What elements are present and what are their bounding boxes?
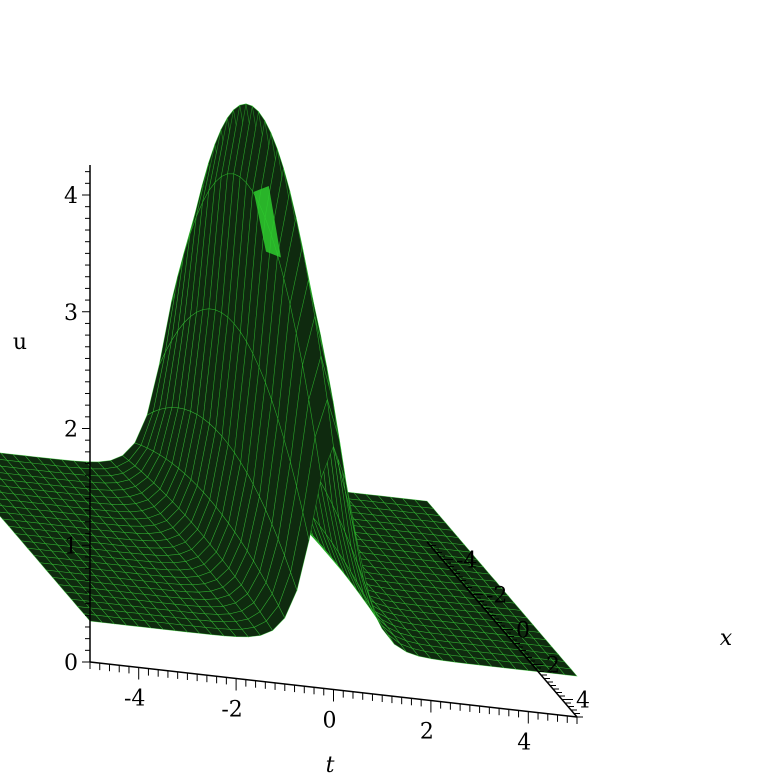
surface-patch — [557, 667, 578, 677]
t-axis-label: t — [326, 753, 335, 773]
surface-layer — [0, 103, 578, 677]
u-tick-label: 4 — [64, 184, 78, 209]
x-tick-label: -4 — [456, 549, 477, 574]
t-tick-label: 0 — [323, 709, 337, 734]
axes-layer — [82, 165, 583, 724]
x-tick-label: 0 — [516, 619, 530, 644]
x-tick-label: -2 — [486, 584, 507, 609]
u-tick-label: 0 — [64, 651, 78, 676]
surface-highlight — [253, 186, 281, 258]
x-axis-label: x — [720, 626, 733, 651]
u-axis-label: u — [13, 330, 27, 355]
t-tick-label: -2 — [221, 698, 242, 723]
t-tick-label: -4 — [124, 687, 145, 712]
t-tick-label: 4 — [517, 731, 531, 756]
u-tick-label: 3 — [64, 301, 78, 326]
x-tick-label: 4 — [576, 689, 590, 714]
u-tick-label: 1 — [64, 534, 78, 559]
x-tick-label: 2 — [546, 654, 560, 679]
t-tick-label: 2 — [420, 720, 434, 745]
u-tick-label: 2 — [64, 418, 78, 443]
